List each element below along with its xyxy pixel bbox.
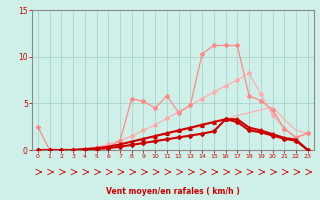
Text: Vent moyen/en rafales ( km/h ): Vent moyen/en rafales ( km/h )	[106, 187, 240, 196]
